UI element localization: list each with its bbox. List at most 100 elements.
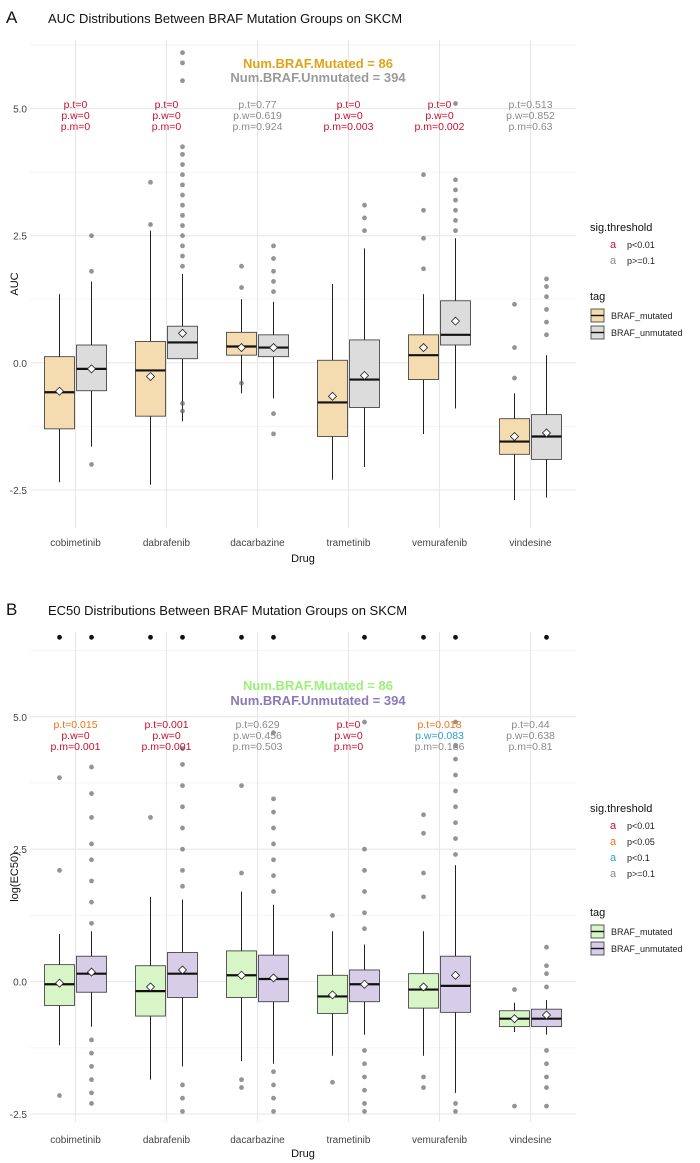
mean-marker bbox=[86, 967, 97, 977]
outlier-point bbox=[89, 1101, 94, 1106]
x-tick-label: dabrafenib bbox=[143, 1135, 191, 1146]
outlier-point bbox=[544, 971, 549, 977]
outlier-point bbox=[544, 1085, 549, 1090]
outlier-point bbox=[89, 1077, 94, 1083]
outlier-point bbox=[180, 182, 185, 188]
outlier-point bbox=[180, 846, 185, 852]
mean-marker bbox=[450, 970, 461, 980]
outlier-point bbox=[89, 1090, 94, 1096]
outlier-point bbox=[57, 867, 62, 873]
outlier-point bbox=[453, 756, 458, 762]
outlier-point bbox=[180, 60, 185, 66]
outlier-point bbox=[544, 984, 549, 990]
pvalue-label: p.t=0 bbox=[155, 99, 179, 111]
box-BRAF_mutated-vemurafenib bbox=[408, 634, 439, 1090]
mean-marker bbox=[541, 1010, 552, 1020]
x-axis-label: Drug bbox=[291, 553, 315, 565]
x-tick-label: trametinib bbox=[327, 538, 371, 549]
outlier-point bbox=[180, 867, 185, 873]
outlier-point bbox=[544, 332, 549, 338]
y-axis-label: log(EC50) bbox=[9, 852, 21, 902]
outlier-point bbox=[362, 202, 367, 208]
mean-marker bbox=[450, 316, 461, 326]
outlier-point bbox=[271, 825, 276, 831]
pvalue-label: p.w=0 bbox=[152, 110, 180, 122]
outlier-point bbox=[239, 1077, 244, 1083]
mean-marker bbox=[327, 391, 338, 401]
outlier-point bbox=[453, 743, 458, 749]
count-unmutated: Num.BRAF.Unmutated = 394 bbox=[230, 693, 406, 708]
pvalue-label: p.m=0 bbox=[152, 121, 182, 133]
outlier-point bbox=[180, 401, 185, 406]
outlier-point bbox=[180, 883, 185, 889]
outlier-point bbox=[330, 1079, 335, 1085]
outlier-point bbox=[180, 825, 185, 831]
outlier-point bbox=[239, 285, 244, 290]
outlier-point bbox=[271, 730, 276, 736]
mean-marker bbox=[145, 371, 156, 382]
outlier-point bbox=[180, 151, 185, 157]
outlier-point bbox=[271, 411, 276, 417]
box-iqr bbox=[167, 952, 198, 998]
outlier-point bbox=[453, 1109, 458, 1114]
outlier-point bbox=[271, 841, 276, 847]
outlier-point bbox=[239, 263, 244, 269]
y-tick-label: 5.0 bbox=[13, 105, 27, 116]
y-tick-label: 0.0 bbox=[13, 978, 27, 989]
outlier-point bbox=[271, 268, 276, 274]
outlier-point bbox=[421, 1085, 426, 1090]
outlier-point bbox=[89, 764, 94, 770]
outlier-point bbox=[544, 276, 549, 282]
pvalue-label: p.t=0 bbox=[64, 99, 88, 111]
chart-panel-b: B EC50 Distributions Between BRAF Mutatio… bbox=[6, 600, 683, 1160]
x-tick-label: dabrafenib bbox=[143, 538, 191, 549]
outlier-point bbox=[271, 796, 276, 802]
x-tick-label: cobimetinib bbox=[50, 1135, 101, 1146]
box-iqr bbox=[408, 334, 439, 380]
outlier-point bbox=[271, 431, 276, 437]
pvalue-label: p.t=0.629 bbox=[235, 719, 279, 731]
pvalue-label: p.m=0.001 bbox=[142, 741, 192, 753]
outlier-point bbox=[512, 1103, 517, 1109]
pvalue-label: p.m=0 bbox=[61, 121, 91, 133]
box-BRAF_mutated-trametinib bbox=[317, 913, 348, 1085]
legend-sig-label: p>=0.1 bbox=[627, 256, 655, 266]
outlier-point bbox=[362, 215, 367, 221]
legend-sig-glyph: a bbox=[610, 868, 617, 880]
box-BRAF_mutated-vemurafenib bbox=[408, 172, 439, 434]
legend: sig.threshold a p<0.01 a p>=0.1 tag BRAF_mutat… bbox=[590, 222, 683, 340]
y-tick-label: 5.0 bbox=[13, 713, 27, 724]
outlier-point bbox=[453, 101, 458, 106]
legend-tag-label: BRAF_unmutated bbox=[611, 944, 683, 954]
legend-sig-glyph: a bbox=[610, 836, 617, 848]
outlier-point bbox=[421, 634, 426, 640]
outlier-point bbox=[89, 857, 94, 863]
outlier-point bbox=[180, 762, 185, 767]
pvalue-label: p.m=0.81 bbox=[508, 741, 552, 753]
box-BRAF_mutated-cobimetinib bbox=[44, 634, 75, 1098]
outlier-point bbox=[148, 634, 153, 640]
outlier-point bbox=[89, 841, 94, 847]
outlier-point bbox=[421, 812, 426, 818]
outlier-point bbox=[362, 1109, 367, 1114]
outlier-point bbox=[180, 804, 185, 810]
outlier-point bbox=[271, 634, 276, 640]
mean-marker bbox=[86, 364, 97, 374]
count-unmutated: Num.BRAF.Unmutated = 394 bbox=[230, 70, 406, 85]
outlier-point bbox=[180, 1082, 185, 1088]
outlier-point bbox=[180, 1109, 185, 1114]
pvalue-label: p.t=0.77 bbox=[238, 99, 276, 111]
panel-letter: B bbox=[6, 600, 17, 619]
outlier-point bbox=[421, 207, 426, 213]
outlier-point bbox=[421, 894, 426, 900]
y-axis-label: AUC bbox=[9, 272, 21, 295]
mean-marker bbox=[268, 342, 279, 353]
outlier-point bbox=[453, 719, 458, 725]
outlier-point bbox=[544, 319, 549, 325]
outlier-point bbox=[421, 870, 426, 876]
outlier-point bbox=[453, 788, 458, 794]
outlier-point bbox=[180, 1095, 185, 1101]
count-mutated: Num.BRAF.Mutated = 86 bbox=[243, 678, 393, 693]
outlier-point bbox=[271, 1069, 276, 1075]
pvalue-label: p.t=0.513 bbox=[508, 99, 552, 111]
